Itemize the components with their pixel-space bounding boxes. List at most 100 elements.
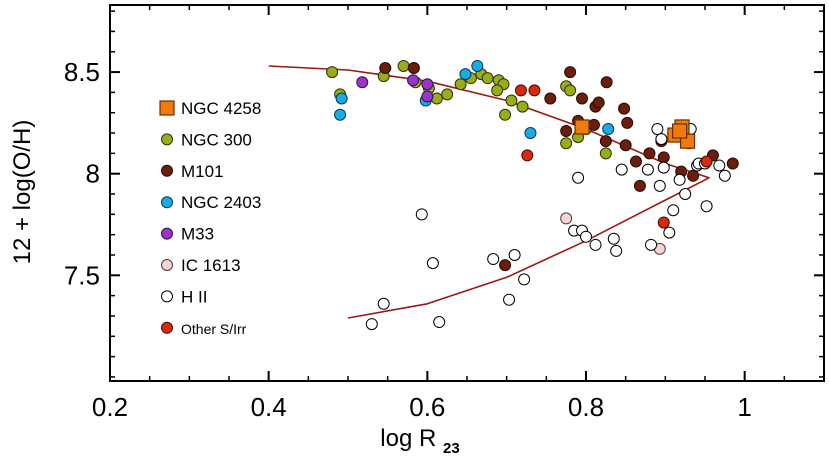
legend-marker-ic-1613 xyxy=(161,259,173,271)
legend-marker-ngc-2403 xyxy=(161,196,173,209)
point-m101 xyxy=(407,62,420,75)
point-h-ii xyxy=(679,188,692,201)
point-ngc-300 xyxy=(491,84,504,97)
y-tick-label: 8.5 xyxy=(64,57,100,87)
point-m101 xyxy=(726,157,739,170)
legend-label-h-ii: H II xyxy=(181,287,207,306)
point-h-ii xyxy=(518,273,531,286)
legend-label-ngc-2403: NGC 2403 xyxy=(181,193,261,212)
point-m101 xyxy=(633,179,646,192)
point-ngc-2403 xyxy=(459,68,472,81)
point-m101 xyxy=(621,116,634,129)
point-m101 xyxy=(576,92,589,105)
point-h-ii xyxy=(663,226,676,239)
point-h-ii xyxy=(377,297,390,310)
point-m101 xyxy=(600,76,613,89)
point-m101 xyxy=(564,66,577,79)
point-m101 xyxy=(560,125,573,138)
point-ic-1613 xyxy=(560,212,573,225)
point-m101 xyxy=(619,139,632,152)
point-ngc-300 xyxy=(454,78,467,91)
x-axis-title: log R 23 xyxy=(380,425,459,457)
point-ngc-300 xyxy=(564,84,577,97)
point-h-ii xyxy=(580,230,592,243)
data-points xyxy=(326,59,739,331)
point-h-ii xyxy=(589,238,602,251)
y-tick-label: 8 xyxy=(86,159,100,189)
point-ngc-300 xyxy=(441,88,454,101)
point-h-ii xyxy=(657,161,670,174)
point-ngc-300 xyxy=(481,72,494,85)
point-ngc-300 xyxy=(560,137,573,150)
legend-marker-ngc-300 xyxy=(161,133,173,146)
point-m33 xyxy=(421,78,434,91)
point-ngc-300 xyxy=(397,59,410,72)
point-ngc-2403 xyxy=(471,59,484,72)
point-other-s-irr xyxy=(657,216,670,229)
model-curve-line xyxy=(268,65,710,319)
point-other-s-irr xyxy=(700,155,713,168)
point-m101 xyxy=(657,151,670,164)
point-m33 xyxy=(407,74,420,87)
legend-marker-h-ii xyxy=(161,290,173,303)
point-m33 xyxy=(421,90,434,103)
point-h-ii xyxy=(700,200,713,213)
legend-label-m33: M33 xyxy=(181,225,214,244)
point-h-ii xyxy=(673,173,686,186)
point-ngc-300 xyxy=(499,108,512,121)
legend-label-ngc-4258: NGC 4258 xyxy=(181,99,261,118)
point-m101 xyxy=(629,155,642,168)
x-axis-title-subscript: 23 xyxy=(443,440,460,457)
point-h-ii xyxy=(645,238,658,251)
point-h-ii xyxy=(503,293,516,306)
point-h-ii xyxy=(487,253,500,266)
point-h-ii xyxy=(667,204,680,217)
point-m101 xyxy=(544,92,557,105)
legend-label-ic-1613: IC 1613 xyxy=(181,256,241,275)
point-h-ii xyxy=(615,163,628,176)
point-h-ii xyxy=(718,169,731,182)
point-h-ii xyxy=(610,244,623,257)
y-tick-label: 7.5 xyxy=(64,260,100,290)
legend-label-m101: M101 xyxy=(181,162,224,181)
x-tick-label: 1 xyxy=(737,392,751,422)
point-ngc-2403 xyxy=(602,122,615,135)
model-curve xyxy=(268,65,710,319)
legend-marker-m101 xyxy=(161,164,173,177)
point-m101 xyxy=(499,259,512,272)
point-ngc-2403 xyxy=(524,127,537,140)
point-h-ii xyxy=(365,318,378,331)
point-h-ii xyxy=(655,133,668,146)
point-h-ii xyxy=(426,257,439,270)
point-other-s-irr xyxy=(521,149,534,162)
point-other-s-irr xyxy=(514,84,527,97)
x-tick-label: 0.4 xyxy=(251,392,287,422)
point-ngc-2403 xyxy=(334,108,347,121)
point-m101 xyxy=(643,147,656,160)
axis-ticks: 0.2 0.4 0.6 0.8 1 7.5 8 8.5 xyxy=(64,5,824,422)
x-axis-title-main: log R xyxy=(380,425,436,452)
point-ngc-300 xyxy=(599,147,612,160)
point-other-s-irr xyxy=(528,84,541,97)
x-tick-label: 0.2 xyxy=(92,392,128,422)
legend-marker-other-s-irr xyxy=(161,321,173,334)
point-h-ii xyxy=(572,171,585,184)
legend-marker-m33 xyxy=(161,227,173,240)
point-m101 xyxy=(618,102,631,115)
point-m33 xyxy=(356,76,369,89)
legend-label-other-s-irr: Other S/Irr xyxy=(181,321,247,337)
point-ngc-300 xyxy=(516,100,529,113)
point-h-ii xyxy=(433,316,446,329)
x-tick-label: 0.8 xyxy=(568,392,604,422)
point-ngc-300 xyxy=(505,94,518,107)
point-m101 xyxy=(687,169,700,182)
point-h-ii xyxy=(651,122,664,135)
x-tick-label: 0.6 xyxy=(409,392,445,422)
legend-label-ngc-300: NGC 300 xyxy=(181,130,252,149)
point-h-ii xyxy=(713,159,726,172)
point-h-ii xyxy=(415,208,428,221)
point-m101 xyxy=(379,62,392,75)
point-m101 xyxy=(592,96,605,109)
point-ngc-4258 xyxy=(574,119,590,135)
